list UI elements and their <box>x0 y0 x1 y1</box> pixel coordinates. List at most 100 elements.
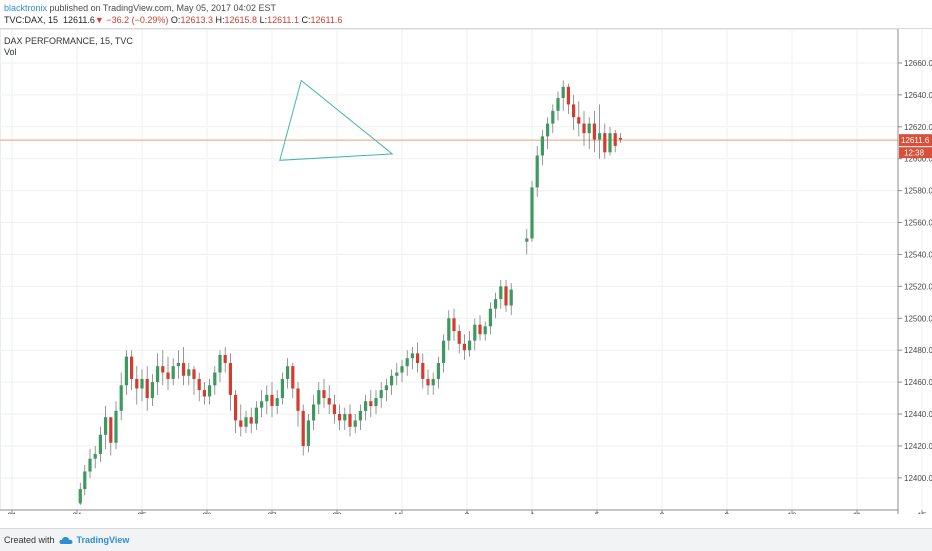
candle-up <box>317 390 321 405</box>
tradingview-cloud-icon <box>58 536 73 544</box>
candle-up <box>494 299 498 309</box>
author-link[interactable]: blacktronix <box>4 3 48 13</box>
time-tick-label: 4 <box>530 512 535 514</box>
candle-up <box>187 369 191 376</box>
candle-down <box>223 354 227 363</box>
candle-up <box>442 340 446 363</box>
candle-up <box>104 417 108 435</box>
created-with-text: Created with <box>4 535 55 545</box>
candle-up <box>468 340 472 351</box>
time-tick-label: 21 <box>8 512 17 514</box>
candle-down <box>478 324 482 335</box>
price-tick-label: 12440.0 <box>904 410 932 419</box>
candle-up <box>140 378 144 389</box>
candle-down <box>202 390 206 397</box>
candle-up <box>379 390 383 399</box>
candle-up <box>213 372 217 386</box>
candle-down <box>348 414 352 427</box>
candle-up <box>208 385 212 397</box>
open-label: O: <box>170 15 181 25</box>
candle-up <box>473 324 477 341</box>
candle-up <box>124 356 128 386</box>
candle-up <box>244 417 248 427</box>
candle-up <box>608 133 612 153</box>
change-value: −36.2 (−0.29%) <box>106 15 169 25</box>
price-tick-label: 12660.0 <box>904 59 932 68</box>
close-value: 12611.6 <box>310 15 343 25</box>
candle-down <box>145 378 149 399</box>
last-price-tag-label: 12611.6 <box>901 136 930 145</box>
chart-grid <box>0 28 923 511</box>
candle-up <box>343 414 347 421</box>
candle-up <box>488 308 492 327</box>
publish-header: blacktronix published on TradingView.com… <box>0 0 932 29</box>
candle-down <box>322 390 326 399</box>
candle-down <box>582 123 586 134</box>
price-chart[interactable]: 12400.0 12420.0 12440.0 12460.0 12480.0 12500… <box>0 28 932 521</box>
symbol-label: TVC:DAX, 15 <box>4 15 59 25</box>
candle-down <box>421 362 425 379</box>
candle-down <box>130 356 134 379</box>
chart-title: DAX PERFORMANCE, 15, TVC <box>4 36 133 46</box>
candle-down <box>239 420 243 427</box>
candle-down <box>618 137 622 140</box>
candle-up <box>353 420 357 427</box>
time-tick-label: 28 <box>333 512 342 514</box>
candle-down <box>270 394 274 407</box>
candle-down <box>228 362 232 395</box>
price-tick-label: 12580.0 <box>904 187 932 196</box>
candle-up <box>280 378 284 399</box>
candle-down <box>452 318 456 332</box>
time-tick-label: 25 <box>138 512 147 514</box>
candle-up <box>312 404 316 421</box>
candle-up <box>431 378 435 386</box>
candle-up <box>171 366 175 379</box>
candle-down <box>572 104 576 118</box>
candle-up <box>390 375 394 386</box>
candle-up <box>598 133 602 140</box>
down-arrow-icon: ▼ <box>94 15 104 25</box>
last-price-tag <box>899 134 932 147</box>
footer-bar: Created with TradingView <box>0 528 932 551</box>
chart-area[interactable]: 12400.0 12420.0 12440.0 12460.0 12480.0 12500… <box>0 28 932 521</box>
candles-layer <box>78 80 622 505</box>
price-tick-label: 12460.0 <box>904 378 932 387</box>
candle-down <box>182 362 186 376</box>
open-value: 12613.3 <box>180 15 213 25</box>
time-tick-label: 8 <box>660 512 665 514</box>
time-tick-label: 24 <box>73 512 82 514</box>
candle-up <box>88 458 92 472</box>
candle-up <box>587 123 591 134</box>
price-tick-label: 12540.0 <box>904 250 932 259</box>
time-tick-label: 15 <box>918 512 927 514</box>
triangle-layer <box>279 79 394 161</box>
candle-up <box>358 410 362 421</box>
time-tick-label: 5 <box>595 512 600 514</box>
candle-down <box>426 378 430 386</box>
candle-up <box>400 366 404 373</box>
price-tick-label: 12480.0 <box>904 346 932 355</box>
candle-up <box>540 136 544 156</box>
candle-up <box>405 358 409 367</box>
candle-up <box>509 289 513 306</box>
candle-up <box>78 489 82 504</box>
candle-down <box>332 404 336 415</box>
created-with: Created with TradingView <box>4 535 129 545</box>
candle-up <box>114 410 118 443</box>
candle-up <box>499 286 503 300</box>
time-tick-label: 10 <box>788 512 797 514</box>
candle-up <box>436 362 440 379</box>
candle-down <box>369 401 373 407</box>
candle-down <box>416 353 420 363</box>
candle-up <box>83 471 87 490</box>
candle-down <box>249 417 253 424</box>
time-tick-label: 3 <box>465 512 470 514</box>
candle-up <box>176 362 180 367</box>
candle-down <box>613 133 617 146</box>
plot-frame <box>0 28 899 511</box>
price-axis: 12400.0 12420.0 12440.0 12460.0 12480.0 12500… <box>897 29 932 514</box>
candle-up <box>265 394 269 402</box>
tradingview-logo[interactable]: TradingView <box>76 535 130 545</box>
candle-up <box>306 420 310 446</box>
candle-up <box>525 238 529 242</box>
